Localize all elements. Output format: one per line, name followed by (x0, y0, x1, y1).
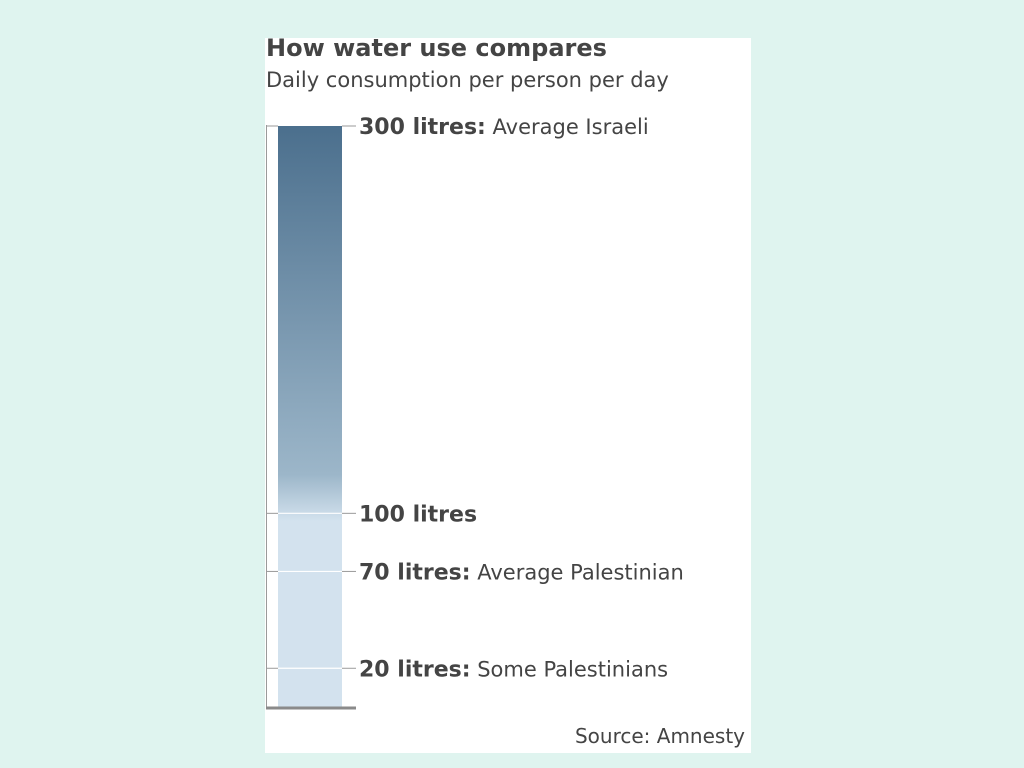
marker-desc-300: Average Israeli (486, 115, 649, 139)
marker-value-70: 70 litres: (359, 560, 471, 585)
bar-total (278, 126, 342, 707)
marker-value-300: 300 litres: (359, 115, 486, 140)
marker-desc-70: Average Palestinian (471, 560, 684, 584)
water-use-chart: 300 litres: Average Israeli 100 litres 70 … (266, 115, 684, 710)
chart-title: How water use compares (266, 34, 607, 62)
chart-card: How water use compares Daily consumption… (265, 34, 751, 753)
marker-label-100: 100 litres (359, 502, 477, 527)
marker-desc-20: Some Palestinians (471, 657, 669, 681)
marker-value-100: 100 litres (359, 502, 477, 527)
marker-label-70: 70 litres: Average Palestinian (359, 560, 684, 585)
source-note: Source: Amnesty (574, 724, 745, 748)
marker-value-20: 20 litres: (359, 657, 471, 682)
marker-label-20: 20 litres: Some Palestinians (359, 657, 668, 682)
marker-label-300: 300 litres: Average Israeli (359, 115, 649, 140)
chart-subtitle: Daily consumption per person per day (266, 68, 669, 92)
